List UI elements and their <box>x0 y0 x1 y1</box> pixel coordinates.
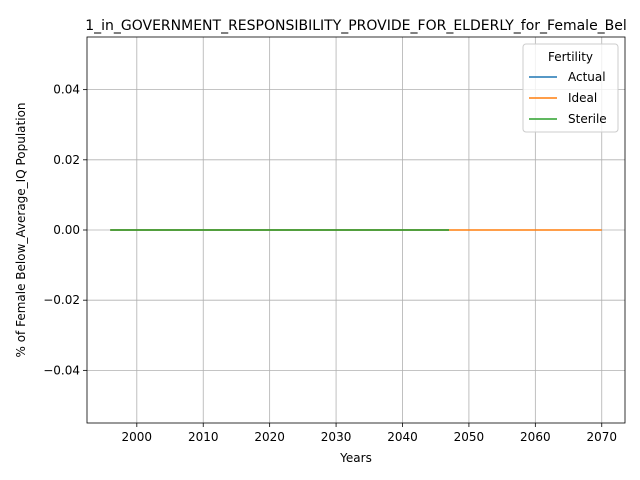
x-tick-label: 2040 <box>387 430 418 444</box>
x-tick-label: 2000 <box>122 430 153 444</box>
x-tick-label: 2030 <box>321 430 352 444</box>
y-tick-label: 0.04 <box>53 83 80 97</box>
y-axis-label: % of Female Below_Average_IQ Population <box>14 102 28 357</box>
legend-box <box>522 43 619 133</box>
y-tick-label: −0.02 <box>43 293 80 307</box>
x-tick-label: 2060 <box>520 430 551 444</box>
x-tick-label: 2050 <box>454 430 485 444</box>
x-tick-label: 2070 <box>586 430 617 444</box>
y-axis-ticks: −0.04 −0.02 0.00 0.02 0.04 <box>43 83 87 377</box>
legend-label-sterile: Sterile <box>568 112 607 126</box>
chart-title: 1_in_GOVERNMENT_RESPONSIBILITY_PROVIDE_F… <box>85 18 627 34</box>
y-tick-label: 0.00 <box>53 223 80 237</box>
legend: Fertility Actual Ideal Sterile <box>522 43 619 133</box>
x-axis-ticks: 2000 2010 2020 2030 2040 2050 2060 2070 <box>122 423 617 444</box>
legend-label-ideal: Ideal <box>568 91 597 105</box>
y-tick-label: 0.02 <box>53 153 80 167</box>
legend-title: Fertility <box>548 50 593 64</box>
x-tick-label: 2010 <box>188 430 219 444</box>
legend-label-actual: Actual <box>568 70 606 84</box>
x-axis-label: Years <box>339 451 372 465</box>
x-tick-label: 2020 <box>254 430 285 444</box>
legend-entries: Actual Ideal Sterile <box>529 70 607 126</box>
y-tick-label: −0.04 <box>43 363 80 377</box>
